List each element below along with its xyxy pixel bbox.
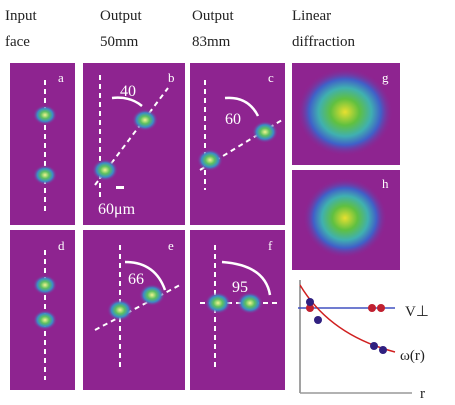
header: Input [5,8,37,24]
panel-letter: g [382,70,389,85]
scale-bar-label: 60μm [98,201,136,218]
header: diffraction [292,34,356,50]
headers: Input face Output 50mm Output 83mm Linea… [5,8,356,50]
schematic-plot: V⊥ ω(r) r [298,280,429,400]
plot-label: r [420,386,425,400]
header: 83mm [192,34,231,50]
angle-label: 60 [225,111,241,128]
header: Linear [292,8,331,24]
header: Output [192,8,235,24]
panel-letter: b [168,70,175,85]
panel [10,63,75,225]
panel [83,230,185,390]
panel-letter: f [268,238,273,253]
panel-letter: e [168,238,174,253]
angle-label: 95 [232,279,248,296]
plot-label: ω(r) [400,348,425,364]
header: 50mm [100,34,139,50]
figure: Input face Output 50mm Output 83mm Linea… [0,0,455,400]
plot-label: V⊥ [405,304,429,320]
header: face [5,34,30,50]
header: Output [100,8,143,24]
panel-letter: a [58,70,64,85]
panel [10,230,75,390]
panel [190,230,285,390]
panel-letter: d [58,238,65,253]
panel-letter: c [268,70,274,85]
panel-letter: h [382,176,389,191]
angle-label: 40 [120,83,136,100]
angle-label: 66 [128,271,144,288]
